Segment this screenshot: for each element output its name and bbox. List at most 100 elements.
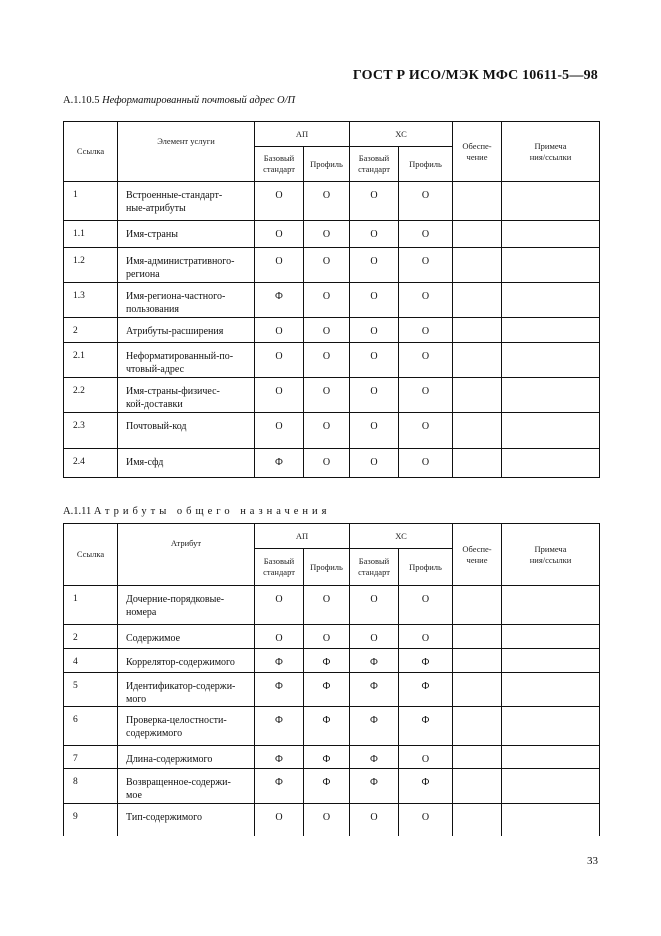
table-row: 1.2 Имя-административного- региона О О О О — [63, 247, 601, 283]
ap-profile-value: О — [303, 220, 350, 248]
ap-profile-value: Ф — [303, 672, 350, 707]
row-name: Дочерние-порядковые- номера — [117, 585, 255, 625]
xs-profile-value: О — [397, 377, 454, 413]
xs-base-value: О — [349, 342, 399, 378]
ap-profile-value: О — [303, 317, 350, 343]
support-cell — [452, 342, 503, 378]
section-heading-1: А.1.10.5 Неформатированный почтовый адре… — [63, 95, 295, 106]
support-cell — [452, 247, 503, 283]
notes-cell — [501, 585, 601, 625]
ap-profile-value: О — [303, 282, 350, 318]
ap-profile-value: О — [303, 803, 350, 836]
xs-base-value: Ф — [349, 745, 399, 769]
notes-cell — [501, 624, 601, 649]
row-name: Содержимое — [117, 624, 255, 649]
row-name: Коррелятор-содержимого — [117, 648, 255, 673]
ap-profile-value: О — [303, 412, 350, 449]
header-xs-profile: Профиль — [397, 548, 454, 586]
row-name: Тип-содержимого — [117, 803, 255, 836]
ap-base-value: О — [254, 317, 304, 343]
header-element: Атрибут — [117, 523, 255, 586]
ap-profile-value: О — [303, 585, 350, 625]
ap-base-value: О — [254, 377, 304, 413]
ap-base-value: О — [254, 342, 304, 378]
xs-profile-value: Ф — [397, 768, 454, 804]
row-ref: 8 — [63, 768, 118, 804]
support-cell — [452, 672, 503, 707]
header-support: Обеспе- чение — [452, 523, 503, 586]
row-ref: 4 — [63, 648, 118, 673]
xs-base-value: Ф — [349, 768, 399, 804]
header-notes: Примеча ния/ссылки — [501, 523, 601, 586]
support-cell — [452, 648, 503, 673]
support-cell — [452, 220, 503, 248]
header-xs: ХС — [348, 121, 454, 147]
ap-base-value: О — [254, 585, 304, 625]
notes-cell — [501, 448, 601, 478]
section-heading-2: А.1.11 Атрибуты общего назначения — [63, 506, 331, 517]
table-row: 5 Идентификатор-содержи- мого Ф Ф Ф Ф — [63, 672, 601, 707]
header-xs: ХС — [348, 523, 454, 549]
xs-base-value: Ф — [349, 648, 399, 673]
ap-profile-value: О — [303, 342, 350, 378]
ap-base-value: О — [254, 803, 304, 836]
row-ref: 6 — [63, 706, 118, 746]
table-row: 2.3 Почтовый-код О О О О — [63, 412, 601, 449]
row-name: Имя-региона-частного- пользования — [117, 282, 255, 318]
header-xs-profile: Профиль — [397, 146, 454, 182]
xs-base-value: Ф — [349, 672, 399, 707]
row-ref: 5 — [63, 672, 118, 707]
ap-base-value: Ф — [254, 282, 304, 318]
table-row: 9 Тип-содержимого О О О О — [63, 803, 601, 836]
notes-cell — [501, 220, 601, 248]
row-ref: 7 — [63, 745, 118, 769]
row-name: Проверка-целостности- содержимого — [117, 706, 255, 746]
support-cell — [452, 624, 503, 649]
header-ap-base: Базовый стандарт — [254, 146, 304, 182]
xs-base-value: О — [349, 448, 399, 478]
ap-profile-value: Ф — [303, 768, 350, 804]
table-row: 2 Атрибуты-расширения О О О О — [63, 317, 601, 343]
table-row: 1 Дочерние-порядковые- номера О О О О — [63, 585, 601, 625]
xs-profile-value: О — [397, 803, 454, 836]
row-ref: 2.1 — [63, 342, 118, 378]
support-cell — [452, 181, 503, 221]
xs-base-value: О — [349, 803, 399, 836]
ap-profile-value: О — [303, 377, 350, 413]
table-row: 2 Содержимое О О О О — [63, 624, 601, 649]
xs-profile-value: Ф — [397, 706, 454, 746]
table-row: 6 Проверка-целостности- содержимого Ф Ф Ф Ф — [63, 706, 601, 746]
row-ref: 1.2 — [63, 247, 118, 283]
table-row: 4 Коррелятор-содержимого Ф Ф Ф Ф — [63, 648, 601, 673]
xs-base-value: О — [349, 247, 399, 283]
row-ref: 2 — [63, 624, 118, 649]
xs-profile-value: О — [397, 181, 454, 221]
xs-base-value: О — [349, 317, 399, 343]
table-row: 1.3 Имя-региона-частного- пользования Ф О О О — [63, 282, 601, 318]
xs-profile-value: О — [397, 448, 454, 478]
section-title: Неформатированный почтовый адрес О/П — [102, 95, 296, 106]
table-row: 1 Встроенные-стандарт- ные-атрибуты О О О О — [63, 181, 601, 221]
attributes-table: Ссылка Атрибут АП ХС Обеспе- чение Примеча ни… — [63, 523, 601, 836]
ap-profile-value: О — [303, 247, 350, 283]
notes-cell — [501, 672, 601, 707]
support-cell — [452, 448, 503, 478]
support-cell — [452, 585, 503, 625]
notes-cell — [501, 377, 601, 413]
row-name: Имя-административного- региона — [117, 247, 255, 283]
row-ref: 1 — [63, 181, 118, 221]
row-name: Идентификатор-содержи- мого — [117, 672, 255, 707]
xs-base-value: О — [349, 624, 399, 649]
support-cell — [452, 803, 503, 836]
row-name: Имя-страны — [117, 220, 255, 248]
ap-base-value: Ф — [254, 768, 304, 804]
xs-profile-value: О — [397, 342, 454, 378]
notes-cell — [501, 412, 601, 449]
ap-profile-value: О — [303, 181, 350, 221]
support-cell — [452, 317, 503, 343]
ap-base-value: О — [254, 412, 304, 449]
notes-cell — [501, 342, 601, 378]
row-ref: 2 — [63, 317, 118, 343]
xs-profile-value: О — [397, 624, 454, 649]
row-name: Имя-сфд — [117, 448, 255, 478]
